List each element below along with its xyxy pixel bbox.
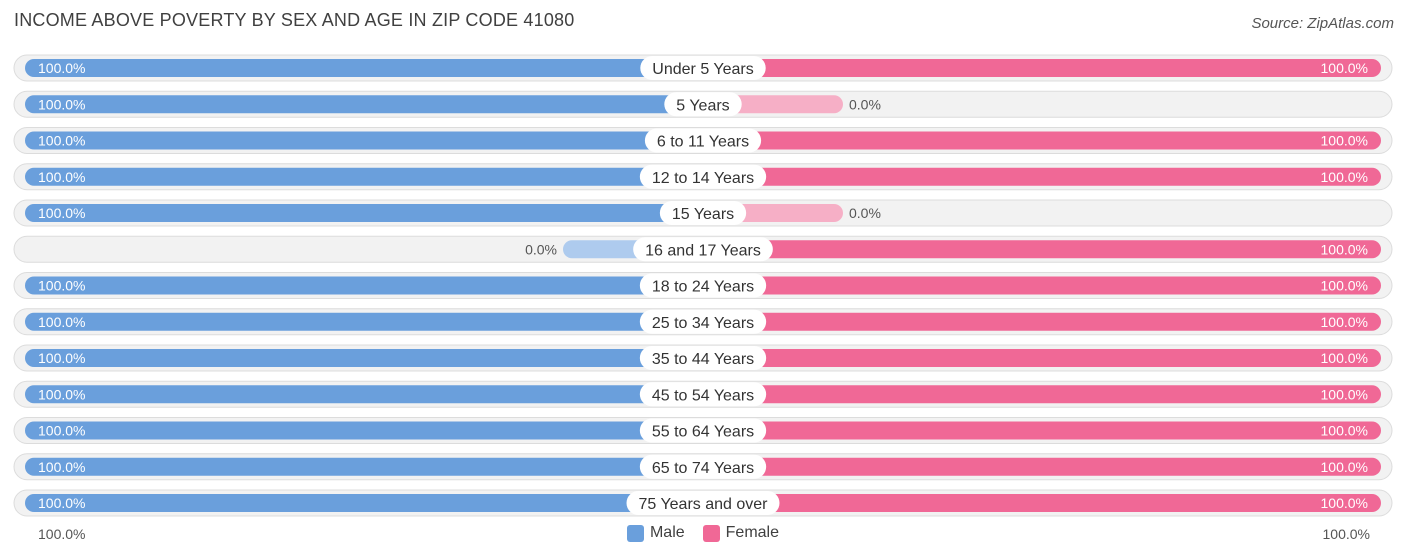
- female-value-label: 100.0%: [1321, 459, 1368, 475]
- category-pill: [639, 273, 767, 298]
- male-value-label: 100.0%: [38, 205, 85, 221]
- category-pill: [639, 346, 767, 370]
- category-label: Under 5 Years: [652, 61, 753, 78]
- female-value-label: 100.0%: [1321, 350, 1368, 366]
- male-swatch: [626, 524, 644, 542]
- male-value-label: 100.0%: [38, 133, 85, 149]
- female-value-label: 100.0%: [1321, 278, 1368, 294]
- male-value-label: 100.0%: [38, 314, 85, 330]
- male-value-label: 100.0%: [38, 350, 85, 366]
- female-bar: [703, 276, 1381, 295]
- category-label: 45 to 54 Years: [652, 387, 754, 404]
- male-bar: [25, 59, 703, 77]
- category-pill: [633, 237, 773, 262]
- axis-label-right: 100.0%: [1322, 526, 1370, 542]
- category-label: 15 Years: [672, 206, 734, 223]
- female-value-label: 100.0%: [1321, 133, 1368, 149]
- male-bar: [25, 167, 703, 186]
- male-value-label: 100.0%: [38, 278, 85, 294]
- category-label: 35 to 44 Years: [652, 351, 754, 368]
- legend: Male Female: [0, 524, 1406, 542]
- category-label: 25 to 34 Years: [652, 315, 754, 332]
- female-bar: [703, 457, 1381, 476]
- category-label: 55 to 64 Years: [652, 424, 754, 441]
- category-pill: [644, 128, 762, 153]
- male-bar: [25, 95, 703, 114]
- male-value-label: 100.0%: [38, 169, 85, 185]
- bar-chart: 100.0% 100.0% Under 5 Years 100.0% 0.0% 5 Yea…: [13, 54, 1393, 517]
- female-value-label: 100.0%: [1321, 314, 1368, 330]
- male-bar: [25, 421, 703, 440]
- category-label: 18 to 24 Years: [652, 279, 754, 296]
- female-bar: [703, 167, 1381, 186]
- female-bar: [703, 349, 1381, 367]
- female-bar: [703, 494, 1381, 512]
- category-label: 75 Years and over: [639, 496, 769, 513]
- male-bar: [25, 385, 703, 404]
- female-bar: [703, 421, 1381, 440]
- axis-label-left: 100.0%: [38, 526, 86, 542]
- male-value-label: 100.0%: [38, 423, 85, 439]
- male-value-label: 100.0%: [38, 459, 85, 475]
- category-pill: [639, 418, 767, 443]
- male-value-label: 100.0%: [38, 386, 85, 402]
- female-bar: [703, 59, 1381, 77]
- category-pill: [664, 92, 742, 117]
- category-label: 6 to 11 Years: [657, 134, 749, 151]
- source-label: Source: ZipAtlas.com: [1251, 15, 1394, 32]
- male-value-label: 0.0%: [525, 241, 557, 257]
- legend-label-female: Female: [725, 524, 780, 541]
- female-swatch: [702, 524, 720, 542]
- legend-item-male: Male: [626, 524, 685, 542]
- category-pill: [639, 309, 767, 334]
- category-pill: [639, 382, 767, 407]
- male-value-label: 100.0%: [38, 96, 85, 112]
- female-value-label: 100.0%: [1321, 495, 1368, 511]
- female-bar: [703, 312, 1381, 331]
- category-pill: [639, 454, 767, 479]
- category-pill: [639, 164, 767, 189]
- female-bar: [703, 385, 1381, 404]
- legend-item-female: Female: [702, 524, 780, 542]
- chart-title: INCOME ABOVE POVERTY BY SEX AND AGE IN Z…: [14, 10, 575, 30]
- male-bar: [25, 131, 703, 150]
- female-value-label: 0.0%: [849, 205, 881, 221]
- male-value-label: 100.0%: [38, 60, 85, 76]
- legend-label-male: Male: [649, 524, 685, 541]
- female-value-label: 100.0%: [1321, 60, 1368, 76]
- female-value-label: 100.0%: [1321, 386, 1368, 402]
- male-bar: [25, 204, 703, 222]
- male-bar: [25, 276, 703, 295]
- category-label: 12 to 14 Years: [652, 170, 754, 187]
- category-pill: [640, 56, 766, 80]
- male-bar: [25, 312, 703, 331]
- female-bar: [703, 131, 1381, 150]
- female-value-label: 0.0%: [849, 96, 881, 112]
- category-label: 65 to 74 Years: [652, 460, 754, 477]
- category-label: 16 and 17 Years: [645, 242, 761, 259]
- category-label: 5 Years: [676, 97, 729, 114]
- male-bar: [25, 349, 703, 367]
- male-bar: [25, 457, 703, 476]
- category-pill: [659, 201, 747, 225]
- male-bar: [25, 494, 703, 512]
- female-bar: [703, 240, 1381, 259]
- female-value-label: 100.0%: [1321, 169, 1368, 185]
- category-pill: [626, 491, 780, 515]
- female-value-label: 100.0%: [1321, 241, 1368, 257]
- female-value-label: 100.0%: [1321, 423, 1368, 439]
- male-value-label: 100.0%: [38, 495, 85, 511]
